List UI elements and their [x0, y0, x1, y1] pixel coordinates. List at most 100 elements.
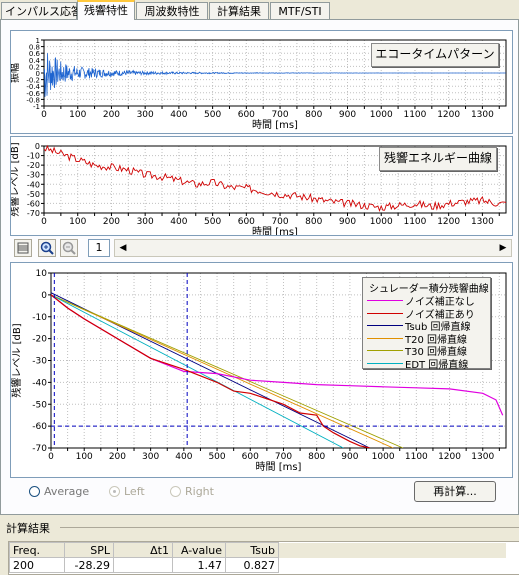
x-tick-label: 800 [305, 217, 322, 227]
tab-impulse-response[interactable]: インパルス応答 [1, 2, 82, 19]
y-tick-label: -30 [27, 171, 40, 180]
zoom-out-button[interactable] [60, 239, 78, 257]
right-radio[interactable] [170, 486, 181, 497]
legend-label: ノイズ補正あり [405, 309, 475, 321]
average-radio[interactable] [29, 486, 40, 497]
header-spl: SPL [64, 542, 114, 558]
y-axis-label: 振幅 [11, 63, 21, 83]
tab-frequency[interactable]: 周波数特性 [136, 2, 208, 19]
echo-waveform [43, 53, 506, 97]
decay-chart: 0 100 200 300 400 500 600 700 800 900 1000 1100 1200… [10, 269, 507, 473]
y-tick-label: 0.8 [29, 44, 40, 52]
x-tick-label: 1000 [372, 452, 395, 462]
header-empty [279, 543, 506, 558]
results-header-row: Freq. SPL Δt1 A-value Tsub [9, 542, 506, 558]
x-tick-label: 1100 [403, 217, 426, 227]
y-tick-label: -30 [32, 357, 47, 367]
x-tick-label: 100 [76, 452, 93, 462]
y-axis-label: 残響レベル [dB] [11, 323, 23, 397]
y-tick-label: 0.6 [29, 50, 41, 58]
zoom-in-icon [40, 241, 54, 255]
x-tick-label: 1300 [471, 110, 494, 120]
x-tick-label: 1200 [438, 452, 461, 462]
x-tick-label: 100 [69, 110, 86, 120]
tab-reverberation[interactable]: 残響特性 [77, 0, 135, 20]
left-radio-dot [113, 490, 116, 493]
cell-spl: -28.29 [64, 557, 114, 573]
x-tick-label: 1100 [405, 452, 428, 462]
legend-label: ノイズ補正なし [405, 297, 475, 308]
y-tick-label: -10 [27, 152, 40, 161]
x-tick-label: 700 [275, 452, 292, 462]
y-tick-label: 1 [36, 37, 40, 45]
x-tick-label: 1200 [437, 217, 460, 227]
y-tick-label: -40 [27, 180, 40, 189]
legend-swatch [367, 312, 403, 314]
legend-label: EDT 回帰直線 [405, 359, 469, 371]
y-tick-label: -0.4 [26, 83, 40, 91]
legend-item: ノイズ補正あり [367, 306, 475, 321]
x-axis-label: 時間 [ms] [256, 461, 302, 473]
legend-label: T20 回帰直線 [405, 334, 468, 346]
x-axis-label: 時間 [ms] [252, 226, 298, 235]
series-line-4 [51, 294, 404, 448]
left-radio[interactable] [109, 486, 120, 497]
x-tick-label: 0 [48, 452, 54, 462]
y-tick-label: -70 [32, 444, 47, 454]
legend-swatch [367, 362, 403, 364]
table-row[interactable]: 200 -28.29 1.47 0.827 [9, 557, 506, 573]
y-tick-label: -70 [27, 209, 40, 218]
y-tick-label: -20 [32, 335, 47, 345]
decay-series-group [51, 292, 504, 448]
tab-mtf-sti[interactable]: MTF/STI [270, 2, 330, 19]
y-tick-label: 0 [36, 70, 40, 78]
x-tick-label: 100 [69, 217, 86, 227]
x-tick-label: 900 [339, 110, 356, 120]
echo-time-pattern-button[interactable]: エコータイムパターン [371, 43, 499, 67]
x-tick-label: 0 [41, 217, 47, 227]
x-tick-label: 0 [41, 110, 47, 120]
y-tick-label: -0.2 [26, 77, 40, 85]
scroll-left-arrow[interactable]: ◀ [119, 243, 127, 253]
x-tick-label: 400 [170, 217, 187, 227]
page-input[interactable]: 1 [88, 239, 110, 257]
x-tick-label: 800 [308, 452, 325, 462]
zoom-in-button[interactable] [38, 239, 56, 257]
legend-swatch [367, 337, 403, 339]
scroll-right-arrow[interactable]: ▶ [499, 243, 507, 253]
x-tick-label: 600 [242, 452, 259, 462]
left-label: Left [124, 485, 145, 498]
series-line-3 [51, 294, 394, 448]
x-tick-label: 1200 [437, 110, 460, 120]
cell-tsub: 0.827 [225, 557, 279, 573]
y-tick-label: -1 [33, 103, 40, 111]
fit-view-button[interactable] [14, 239, 32, 257]
legend-title: シュレーダー積分残響曲線 [369, 284, 489, 295]
results-divider [60, 527, 519, 528]
energy-curve-button[interactable]: 残響エネルギー曲線 [379, 147, 497, 171]
header-tsub: Tsub [225, 542, 279, 558]
x-tick-label: 500 [204, 110, 221, 120]
x-tick-label: 600 [238, 110, 255, 120]
y-tick-label: 0.4 [29, 57, 41, 65]
x-tick-label: 200 [103, 110, 120, 120]
x-tick-label: 500 [204, 217, 221, 227]
y-tick-label: -50 [32, 400, 47, 410]
x-tick-label: 700 [271, 217, 288, 227]
y-tick-label: 0.2 [29, 63, 40, 71]
y-tick-label: 0 [41, 291, 47, 301]
legend-label: Tsub 回帰直線 [405, 322, 471, 333]
y-tick-label: -60 [32, 422, 47, 432]
legend-item: T20 回帰直線 [367, 331, 468, 346]
legend-swatch [367, 350, 403, 351]
y-tick-label: 0 [35, 142, 40, 151]
legend-swatch [367, 325, 403, 326]
recalculate-button[interactable]: 再計算... [414, 481, 496, 502]
x-tick-label: 200 [103, 217, 120, 227]
horizontal-scrollbar[interactable]: ◀ ▶ [114, 239, 512, 257]
y-tick-label: -0.6 [26, 90, 40, 98]
legend-item: T30 回帰直線 [367, 343, 467, 358]
y-tick-label: -20 [27, 161, 40, 170]
x-tick-label: 400 [170, 110, 187, 120]
tab-results[interactable]: 計算結果 [209, 2, 269, 19]
